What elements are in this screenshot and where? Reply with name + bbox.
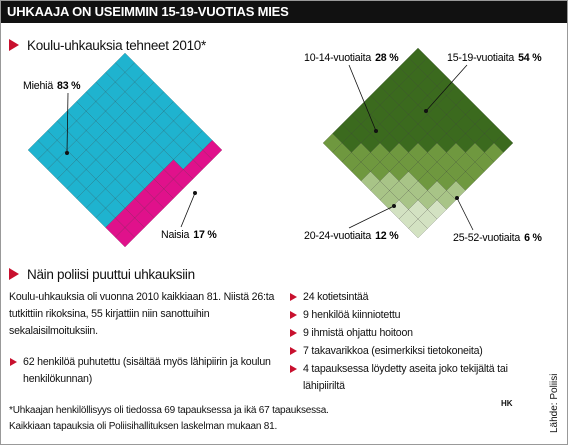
data-label: Naisia 17 % — [161, 229, 217, 241]
footnote: *Uhkaajan henkilöllisyys oli tiedossa 69… — [9, 403, 329, 435]
bullet: 4 tapauksessa löydetty aseita joko tekij… — [289, 361, 544, 395]
section-title: Koulu-uhkauksia tehneet 2010* — [9, 38, 206, 53]
bullet-list: 24 kotietsintää 9 henkilöä kiinniotettu 9 … — [289, 289, 544, 396]
leader-dot — [193, 191, 197, 195]
data-label: 15-19-vuotiaita 54 % — [447, 52, 542, 64]
category-label: 15-19-vuotiaita — [447, 52, 514, 64]
title-bar: UHKAAJA ON USEIMMIN 15-19-VUOTIAS MIES — [1, 1, 567, 23]
category-label: 25-52-vuotiaita — [453, 232, 520, 244]
bullet: 9 ihmistä ohjattu hoitoon — [289, 325, 544, 342]
data-label: 10-14-vuotiaita 28 % — [304, 52, 399, 64]
bullet-list: 62 henkilöä puhutettu (sisältää myös läh… — [9, 354, 284, 389]
value-label: 54 % — [518, 52, 542, 64]
leader-line — [66, 92, 69, 154]
title: UHKAAJA ON USEIMMIN 15-19-VUOTIAS MIES — [7, 4, 289, 19]
bullet: 9 henkilöä kiinniotettu — [289, 307, 544, 324]
bullet: 7 takavarikkoa (esimerkiksi tietokoneita… — [289, 343, 544, 360]
footnote-line: *Uhkaajan henkilöllisyys oli tiedossa 69… — [9, 405, 329, 416]
leader-dot — [455, 196, 459, 200]
leader-line — [180, 192, 196, 228]
category-label: 20-24-vuotiaita — [304, 230, 371, 242]
logo: HK — [501, 399, 513, 408]
leader-dot — [65, 151, 69, 155]
leader-line — [425, 64, 468, 112]
section-title: Näin poliisi puuttui uhkauksiin — [9, 267, 195, 282]
data-label: 25-52-vuotiaita 6 % — [453, 232, 543, 244]
value-label: 83 % — [57, 80, 81, 92]
leader-line — [348, 205, 395, 229]
leader-dot — [374, 129, 378, 133]
source: Lähde: Poliisi — [549, 373, 560, 433]
leader-line — [456, 197, 474, 231]
waffle-cell — [114, 227, 136, 248]
category-label: Miehiä — [23, 80, 53, 92]
data-label: Miehiä 83 % — [23, 80, 81, 92]
paragraph: Koulu-uhkauksia oli vuonna 2010 kaikkiaa… — [9, 291, 275, 337]
waffle-cell — [408, 218, 428, 239]
leader-dot — [424, 109, 428, 113]
leader-line — [348, 64, 377, 132]
value-label: 28 % — [375, 52, 399, 64]
category-label: Naisia — [161, 229, 190, 241]
data-label: 20-24-vuotiaita 12 % — [304, 230, 399, 242]
value-label: 6 % — [524, 232, 542, 244]
bullet: 24 kotietsintää — [289, 289, 544, 306]
bullet: 62 henkilöä puhutettu (sisältää myös läh… — [9, 354, 284, 388]
value-label: 17 % — [193, 229, 217, 241]
category-label: 10-14-vuotiaita — [304, 52, 371, 64]
value-label: 12 % — [375, 230, 399, 242]
footnote-line: Kaikkiaan tapauksia oli Poliisihallituks… — [9, 421, 278, 432]
leader-dot — [392, 204, 396, 208]
